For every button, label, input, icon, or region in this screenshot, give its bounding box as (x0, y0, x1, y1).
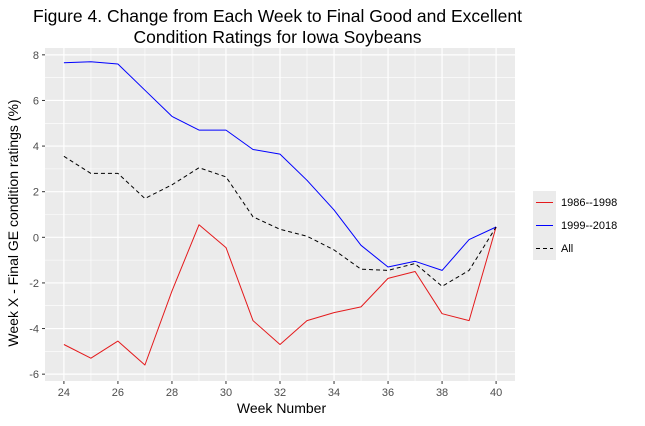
y-tick-label: 4 (33, 141, 39, 153)
x-tick-label: 32 (274, 387, 286, 399)
legend-label: All (561, 242, 574, 255)
series-lines (63, 61, 497, 366)
legend-key-swatch (536, 225, 553, 226)
legend-key-swatch (536, 202, 553, 203)
legend-key-swatch (536, 248, 553, 249)
legend-item-all: All (533, 237, 638, 260)
series-line-all (63, 155, 497, 287)
y-tick-label: 2 (33, 187, 39, 199)
y-tick-label: -2 (29, 278, 39, 290)
y-tick-label: 0 (33, 232, 39, 244)
legend-item-1999-2018: 1999--2018 (533, 214, 638, 237)
x-tick-label: 34 (328, 387, 340, 399)
y-tick-label: -4 (29, 324, 39, 336)
y-tick-label: -6 (29, 369, 39, 381)
x-tick-label: 24 (58, 387, 70, 399)
legend-key (533, 191, 556, 214)
x-tick-label: 30 (220, 387, 232, 399)
x-tick-label: 26 (112, 387, 124, 399)
legend: 1986--1998 1999--2018 All (533, 191, 638, 260)
chart-title-line-1: Figure 4. Change from Each Week to Final… (33, 6, 522, 26)
legend-label: 1986--1998 (561, 196, 618, 209)
legend-key (533, 214, 556, 237)
x-axis-label: Week Number (236, 400, 327, 416)
x-tick-label: 38 (436, 387, 448, 399)
series-line-1999-2018 (63, 61, 497, 271)
y-tick-label: 6 (33, 95, 39, 107)
y-tick-label: 8 (33, 50, 39, 62)
x-tick-label: 36 (382, 387, 394, 399)
chart-title: Figure 4. Change from Each Week to Final… (0, 6, 555, 48)
x-tick-label: 40 (490, 387, 502, 399)
legend-key (533, 237, 556, 260)
major-gridlines (45, 48, 515, 381)
chart-title-line-2: Condition Ratings for Iowa Soybeans (133, 27, 422, 47)
x-tick-label: 28 (166, 387, 178, 399)
series-line-1986-1998 (63, 224, 497, 366)
legend-label: 1999--2018 (561, 219, 618, 232)
legend-item-1986-1998: 1986--1998 (533, 191, 638, 214)
